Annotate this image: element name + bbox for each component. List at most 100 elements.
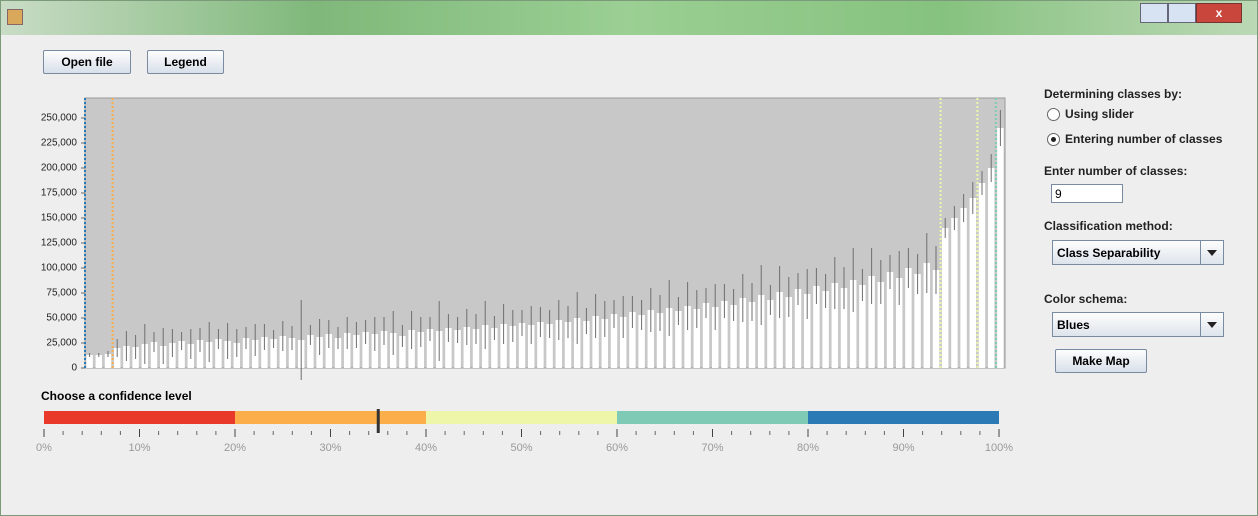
bar — [702, 303, 710, 368]
bar — [693, 309, 701, 368]
bar — [721, 301, 728, 368]
bar — [859, 285, 866, 368]
bar — [941, 228, 949, 368]
bar — [877, 282, 885, 368]
slider-tick-label: 90% — [892, 442, 914, 454]
bar — [86, 355, 93, 368]
bar — [914, 274, 921, 368]
bar — [831, 283, 839, 368]
label: Color schema: — [1044, 292, 1128, 306]
bar — [978, 183, 986, 368]
y-tick-label: 125,000 — [41, 238, 78, 249]
bar — [491, 328, 498, 368]
bar — [113, 348, 121, 368]
select-value: Class Separability — [1057, 246, 1161, 260]
bar — [932, 270, 940, 368]
bar — [711, 307, 719, 368]
radio-label[interactable]: Using slider — [1065, 107, 1134, 121]
bar — [905, 268, 912, 368]
slider-title: Choose a confidence level — [41, 389, 192, 403]
bar — [951, 218, 958, 368]
bar — [629, 312, 636, 368]
method-select[interactable]: Class Separability — [1052, 240, 1224, 265]
bar — [178, 341, 185, 368]
bar — [325, 334, 333, 368]
bar — [343, 333, 351, 368]
label: Enter number of classes: — [1044, 164, 1188, 178]
bar — [362, 332, 369, 368]
y-tick-label: 200,000 — [41, 163, 78, 174]
schema-select[interactable]: Blues — [1052, 312, 1224, 337]
y-tick-label: 75,000 — [46, 288, 77, 299]
bar — [583, 321, 590, 368]
bar — [803, 294, 811, 368]
number-input[interactable]: 9 — [1051, 184, 1123, 203]
bar — [647, 310, 655, 368]
bar — [288, 338, 296, 368]
bar — [334, 338, 342, 368]
legend-button[interactable]: Legend — [147, 50, 224, 74]
bar — [665, 308, 673, 368]
y-tick-label: 175,000 — [41, 188, 78, 199]
title-bar: x — [1, 1, 1257, 35]
bar — [150, 342, 158, 368]
bar — [307, 335, 314, 368]
maximize-button[interactable] — [1168, 3, 1196, 23]
bar — [564, 322, 572, 368]
radio-label[interactable]: Entering number of classes — [1065, 132, 1223, 146]
slider-tick-label: 0% — [36, 442, 52, 454]
bar — [840, 288, 848, 368]
bar — [104, 354, 112, 368]
bar — [987, 168, 995, 368]
bar — [813, 286, 820, 368]
bar — [675, 311, 682, 368]
bar — [822, 291, 829, 368]
bar — [270, 339, 277, 368]
app-icon — [7, 9, 23, 25]
bar — [500, 324, 507, 368]
minimize-button[interactable] — [1140, 3, 1168, 23]
slider-tick-label: 70% — [701, 442, 723, 454]
slider-segment — [617, 411, 808, 424]
bar — [610, 314, 618, 368]
slider-segment — [808, 411, 999, 424]
bar — [242, 338, 250, 368]
y-tick-label: 150,000 — [41, 213, 78, 224]
bar — [454, 330, 461, 368]
bar — [730, 305, 737, 368]
y-tick-label: 100,000 — [41, 263, 78, 274]
bar — [895, 278, 903, 368]
slider-tick-label: 50% — [510, 442, 532, 454]
open-file-button[interactable]: Open file — [43, 50, 131, 74]
y-tick-label: 225,000 — [41, 138, 78, 149]
bar — [785, 297, 793, 368]
bar — [95, 355, 103, 368]
bar — [196, 340, 204, 368]
bar — [509, 326, 517, 368]
slider-tick-label: 30% — [319, 442, 341, 454]
slider-thumb[interactable] — [376, 409, 380, 433]
slider-tick-label: 100% — [985, 442, 1013, 454]
close-button[interactable]: x — [1196, 3, 1242, 23]
select-value: Blues — [1057, 318, 1090, 332]
bar — [886, 272, 894, 368]
slider-tick-label: 60% — [606, 442, 628, 454]
bar — [767, 300, 774, 368]
bar — [969, 198, 977, 368]
bar — [399, 336, 406, 368]
radio-button[interactable] — [1047, 133, 1060, 146]
make-map-button[interactable]: Make Map — [1055, 349, 1147, 373]
bar — [849, 280, 857, 368]
bar — [794, 289, 802, 368]
radio-button[interactable] — [1047, 108, 1060, 121]
bar — [527, 325, 535, 368]
label: Determining classes by: — [1044, 87, 1183, 101]
slider-tick-label: 80% — [797, 442, 819, 454]
bar — [997, 128, 1004, 368]
bar — [463, 327, 471, 368]
bar — [923, 263, 931, 368]
bar — [776, 292, 783, 368]
bar — [739, 298, 747, 368]
slider-tick-label: 20% — [224, 442, 246, 454]
y-tick-label: 250,000 — [41, 113, 78, 124]
